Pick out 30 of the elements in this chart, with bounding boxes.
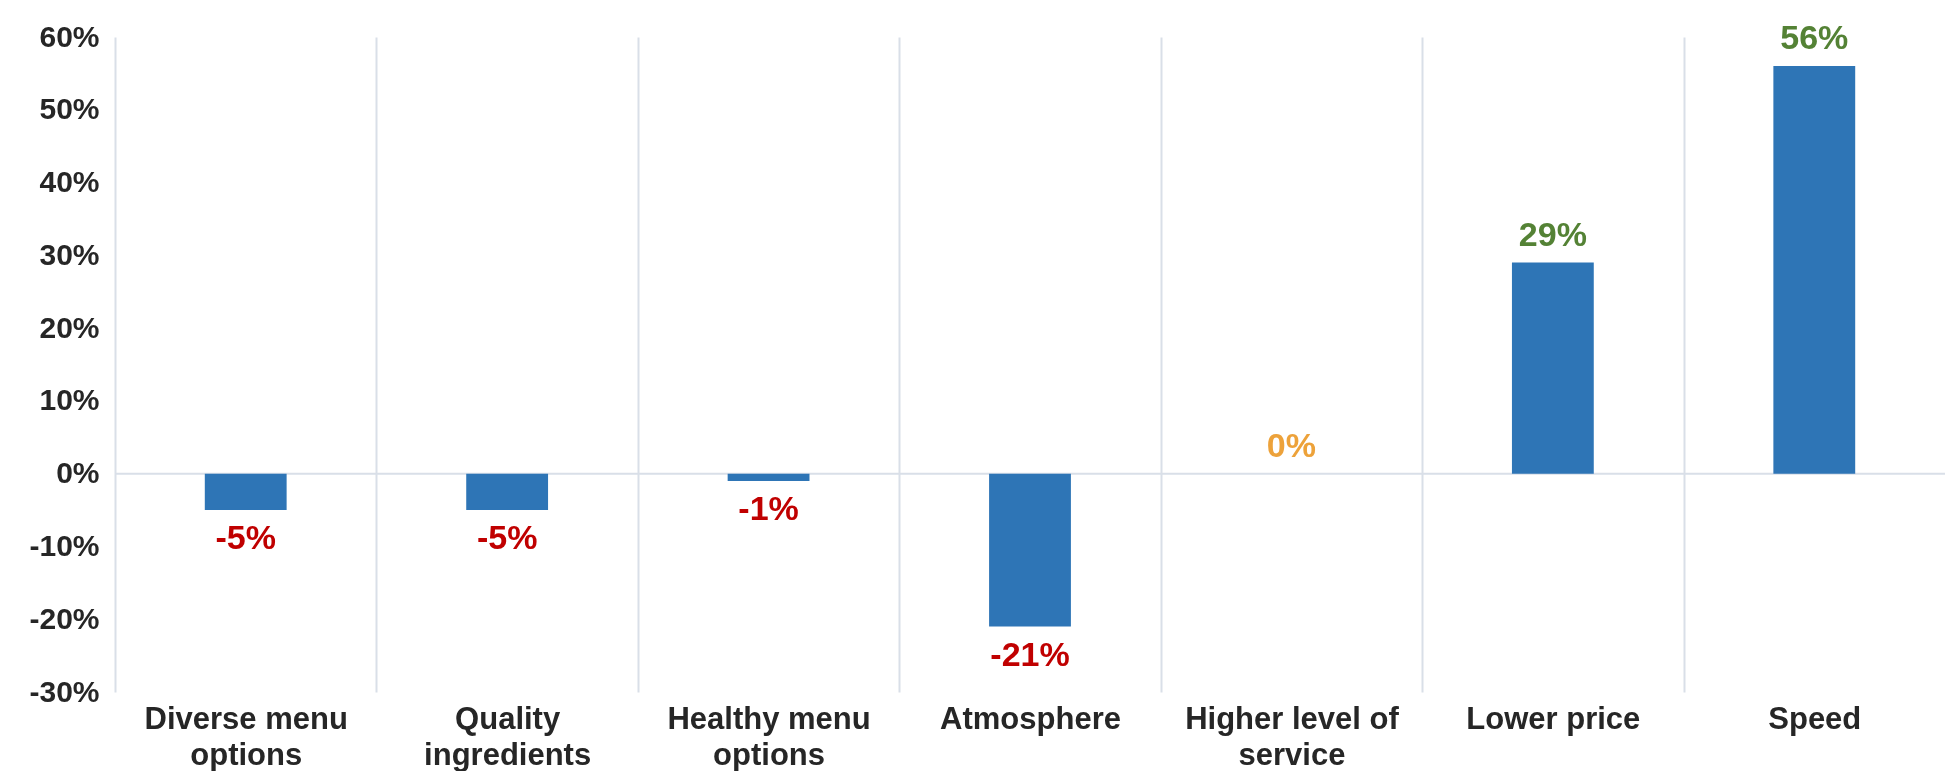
y-tick-label: -10% bbox=[29, 528, 100, 562]
data-label: 29% bbox=[1518, 214, 1587, 253]
bar bbox=[1511, 262, 1594, 474]
data-label: -5% bbox=[215, 518, 276, 557]
x-tick-label: Quality ingredients bbox=[424, 700, 592, 771]
data-label: 56% bbox=[1780, 18, 1849, 57]
x-tick-label: Atmosphere bbox=[940, 700, 1121, 736]
y-tick-label: 30% bbox=[39, 237, 100, 271]
y-tick-label: -20% bbox=[29, 601, 100, 635]
y-tick-label: -30% bbox=[29, 674, 100, 708]
bar bbox=[204, 473, 287, 511]
x-tick-label: Healthy menu options bbox=[667, 700, 871, 771]
x-tick-label: Diverse menu options bbox=[144, 700, 348, 771]
y-tick-label: 20% bbox=[39, 310, 100, 344]
y-tick-label: 60% bbox=[39, 19, 100, 53]
x-tick-label: Lower price bbox=[1466, 700, 1641, 736]
x-tick-label: Higher level of service bbox=[1185, 700, 1400, 771]
data-label: -5% bbox=[476, 518, 538, 557]
bar bbox=[1773, 66, 1856, 474]
data-label: 0% bbox=[1266, 425, 1316, 464]
x-tick-label: Speed bbox=[1768, 700, 1862, 736]
data-label: -21% bbox=[990, 634, 1070, 673]
bar bbox=[466, 473, 549, 511]
y-tick-label: 0% bbox=[56, 456, 100, 490]
y-tick-label: 50% bbox=[39, 92, 100, 126]
y-tick-label: 40% bbox=[39, 165, 100, 199]
bar bbox=[989, 473, 1071, 627]
y-tick-label: 10% bbox=[39, 383, 100, 417]
data-label: -1% bbox=[738, 488, 799, 527]
bar bbox=[727, 473, 810, 481]
